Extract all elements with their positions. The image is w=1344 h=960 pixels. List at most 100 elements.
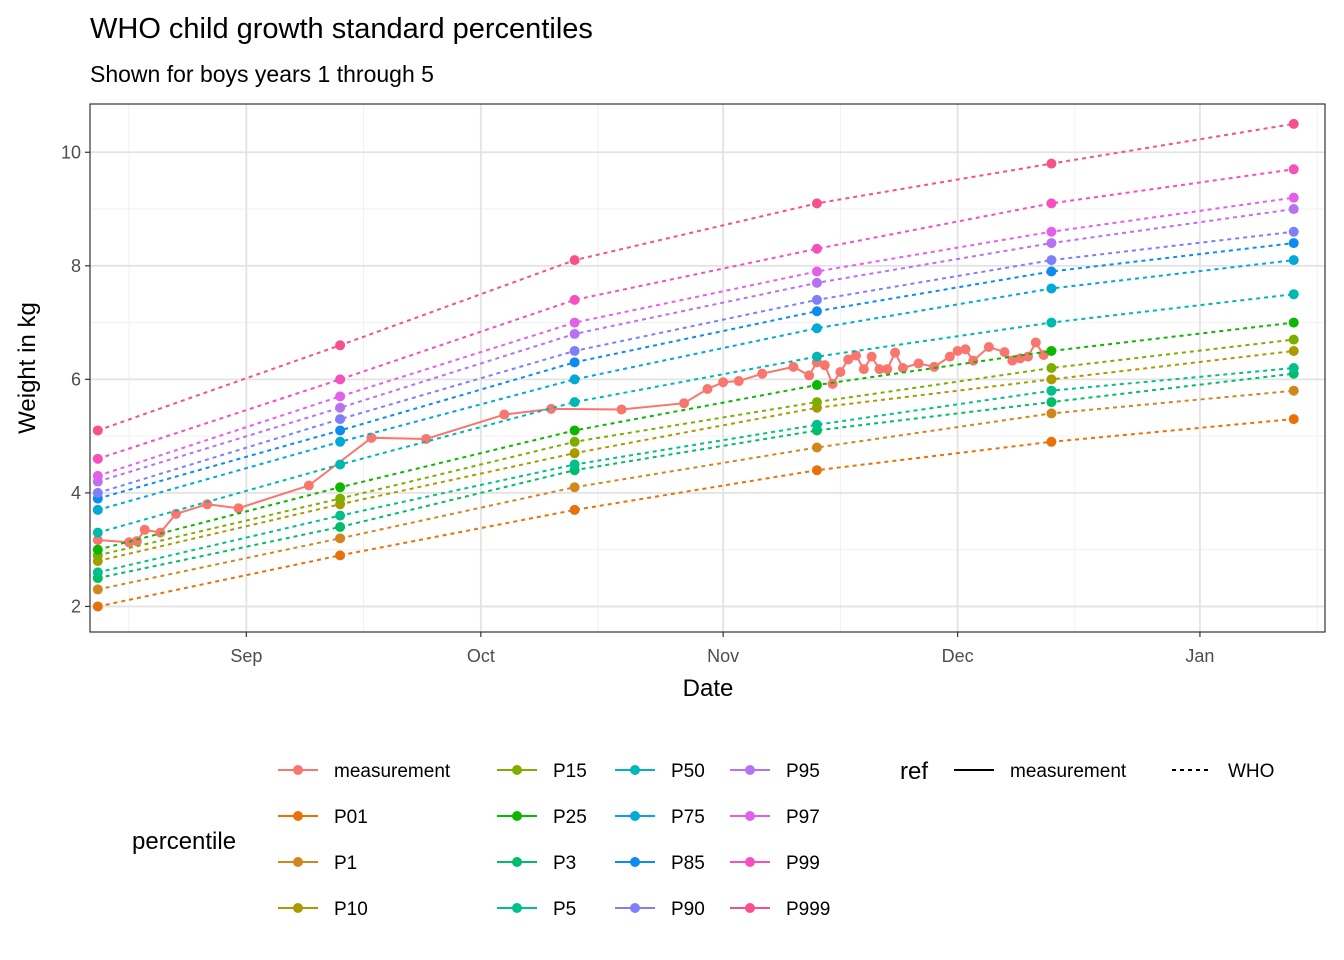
data-point-p90 xyxy=(1288,226,1299,237)
data-point-p97 xyxy=(335,391,346,402)
data-point-measurement xyxy=(757,368,768,379)
data-point-p3 xyxy=(1046,397,1057,408)
data-point-measurement xyxy=(944,351,955,362)
legend-label: P95 xyxy=(786,761,820,782)
y-tick-label: 6 xyxy=(71,369,81,389)
data-point-p01 xyxy=(1046,436,1057,447)
data-point-p5 xyxy=(1046,385,1057,396)
data-point-p99 xyxy=(335,374,346,385)
legend-label: P25 xyxy=(553,807,587,828)
data-point-p25 xyxy=(335,482,346,493)
legend-key-p90: P90 xyxy=(615,899,705,920)
legend-swatch-point xyxy=(512,811,522,821)
series-line-p01 xyxy=(97,418,1294,608)
linetype-label-who: WHO xyxy=(1228,761,1274,782)
legend-swatch-point xyxy=(630,857,640,867)
legend-label: P99 xyxy=(786,853,820,874)
data-point-p1 xyxy=(92,584,103,595)
data-point-p85 xyxy=(335,425,346,436)
legend-label: P3 xyxy=(553,853,576,874)
legend-swatch-point xyxy=(512,765,522,775)
data-point-measurement xyxy=(913,358,924,369)
chart-title: WHO child growth standard percentiles xyxy=(90,13,593,45)
legend-label: P97 xyxy=(786,807,820,828)
data-point-p75 xyxy=(1046,283,1057,294)
data-point-p1 xyxy=(1288,385,1299,396)
data-point-p01 xyxy=(811,465,822,476)
data-point-measurement xyxy=(1007,355,1018,366)
data-point-p95 xyxy=(1288,204,1299,215)
data-point-p25 xyxy=(1046,345,1057,356)
legend-label: P75 xyxy=(671,807,705,828)
data-point-measurement xyxy=(718,377,729,388)
data-point-p1 xyxy=(569,482,580,493)
data-point-measurement xyxy=(303,480,314,491)
x-tick-label: Nov xyxy=(707,646,739,666)
legend-label: P1 xyxy=(334,853,357,874)
data-point-measurement xyxy=(202,499,213,510)
legend-swatch-point xyxy=(745,903,755,913)
data-point-p5 xyxy=(92,567,103,578)
legend-swatch-point xyxy=(512,903,522,913)
legend-key-p85: P85 xyxy=(615,853,705,874)
series-line-p90 xyxy=(97,230,1294,494)
data-point-p10 xyxy=(1288,345,1299,356)
data-point-p10 xyxy=(1046,374,1057,385)
data-point-measurement xyxy=(968,355,979,366)
data-point-p01 xyxy=(335,550,346,561)
y-tick-label: 8 xyxy=(71,256,81,276)
legend-color-title: percentile xyxy=(132,828,236,855)
data-point-measurement xyxy=(882,364,893,375)
data-point-measurement xyxy=(702,384,713,395)
data-point-measurement xyxy=(170,508,181,519)
data-point-measurement xyxy=(804,370,815,381)
data-point-measurement xyxy=(733,376,744,387)
data-point-p25 xyxy=(811,380,822,391)
data-point-p3 xyxy=(335,521,346,532)
data-point-p99 xyxy=(811,243,822,254)
legend-label: P90 xyxy=(671,899,705,920)
data-point-p1 xyxy=(335,533,346,544)
data-point-measurement xyxy=(960,344,971,355)
data-point-p90 xyxy=(1046,255,1057,266)
data-point-p10 xyxy=(569,448,580,459)
data-point-p85 xyxy=(1288,238,1299,249)
legend-swatch-point xyxy=(293,857,303,867)
data-point-p999 xyxy=(335,340,346,351)
legend-key-p75: P75 xyxy=(615,807,705,828)
data-point-p15 xyxy=(1288,334,1299,345)
data-point-p25 xyxy=(92,544,103,555)
data-point-p50 xyxy=(92,527,103,538)
legend-key-p5: P5 xyxy=(497,899,576,920)
series-line-p97 xyxy=(97,196,1294,477)
y-tick-label: 4 xyxy=(71,483,81,503)
data-point-p15 xyxy=(335,493,346,504)
data-point-p15 xyxy=(811,397,822,408)
data-point-measurement xyxy=(819,360,830,371)
legend-key-measurement: measurement xyxy=(278,761,451,782)
data-point-measurement xyxy=(1030,337,1041,348)
plot-panel-border xyxy=(89,103,1326,633)
x-tick-label: Sep xyxy=(230,646,262,666)
legend-swatch-point xyxy=(293,903,303,913)
data-point-measurement xyxy=(897,363,908,373)
data-point-p95 xyxy=(811,277,822,288)
x-tick-label: Oct xyxy=(467,646,495,666)
data-point-p99 xyxy=(1288,164,1299,175)
data-point-p999 xyxy=(1288,118,1299,129)
legend-label: P15 xyxy=(553,761,587,782)
data-point-p85 xyxy=(569,357,580,368)
legend-label: P10 xyxy=(334,899,368,920)
data-point-measurement xyxy=(999,347,1010,358)
data-point-p95 xyxy=(335,402,346,413)
legend-key-p10: P10 xyxy=(278,899,368,920)
data-point-measurement xyxy=(874,364,885,375)
data-point-p01 xyxy=(1288,414,1299,425)
y-tick-label: 10 xyxy=(61,142,81,162)
series-line-p3 xyxy=(97,372,1294,580)
data-point-p99 xyxy=(1046,198,1057,209)
y-axis-label: Weight in kg xyxy=(14,302,41,434)
data-point-p15 xyxy=(1046,363,1057,373)
data-point-p90 xyxy=(92,487,103,498)
